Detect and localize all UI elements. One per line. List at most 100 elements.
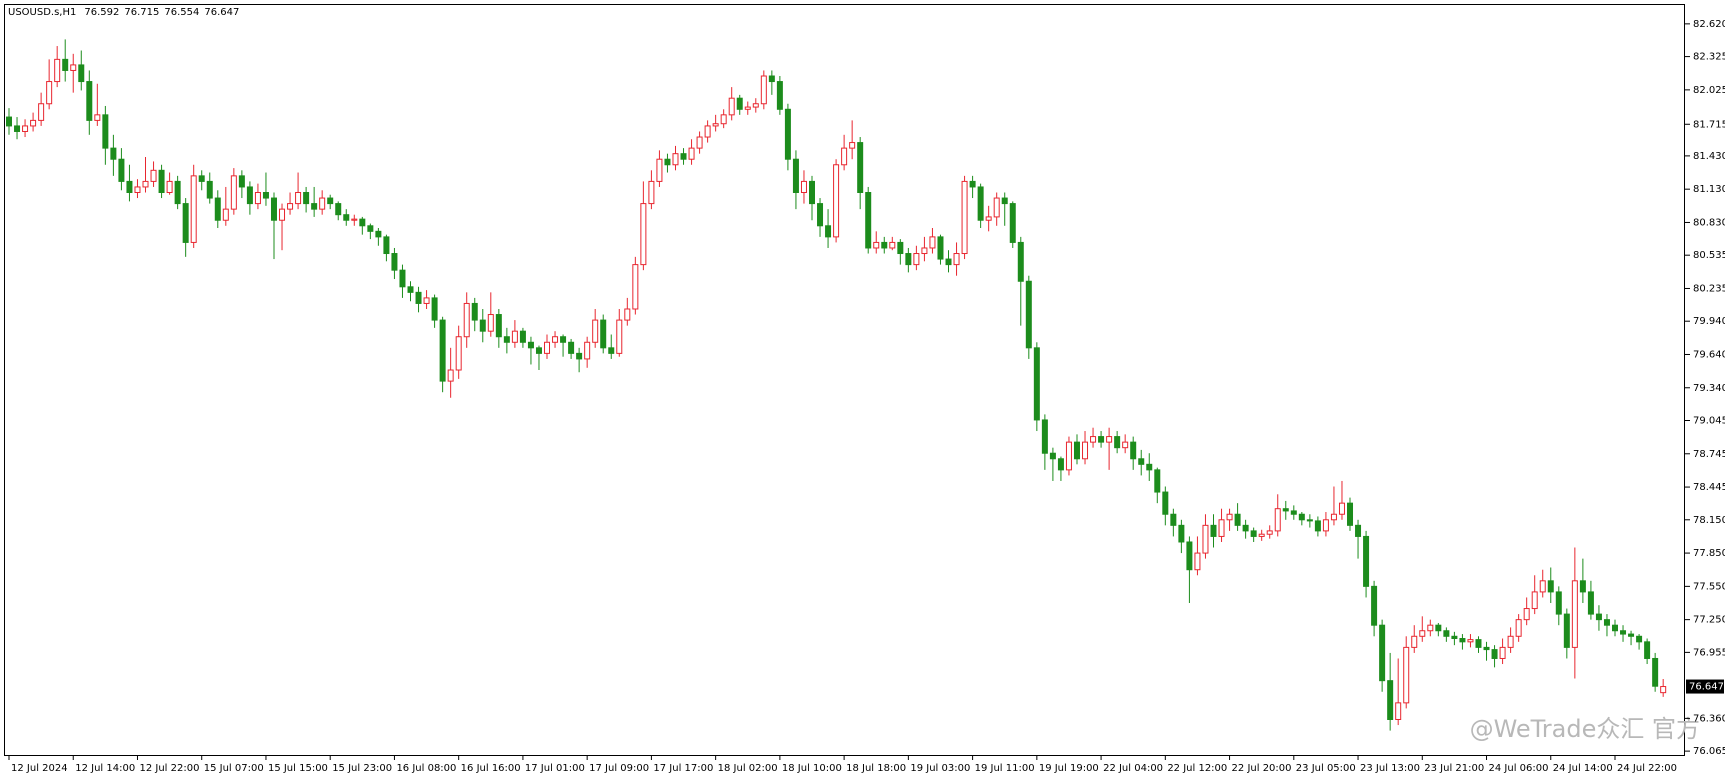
candle-body	[1250, 530, 1257, 537]
candle-body	[238, 175, 245, 188]
x-tick-label: 18 Jul 10:00	[782, 763, 842, 774]
candle-body	[1587, 591, 1594, 615]
candle-body	[311, 203, 318, 210]
candle-body	[656, 158, 663, 182]
candle-body	[1082, 441, 1089, 460]
header-ohlc: 76.592	[84, 7, 119, 18]
candle-body	[736, 97, 743, 110]
candle-body	[624, 308, 631, 321]
candle-body	[937, 236, 944, 260]
candle-body	[174, 180, 181, 205]
candle-body	[206, 180, 213, 199]
candle-body	[222, 208, 229, 221]
candle-body	[913, 253, 920, 266]
candle-body	[359, 218, 366, 227]
candle-body	[1355, 524, 1362, 537]
candle-body	[664, 158, 671, 166]
candle-body	[825, 225, 832, 238]
candle-body	[1379, 624, 1386, 682]
x-tick-label: 17 Jul 09:00	[589, 763, 649, 774]
candle-body	[110, 147, 117, 160]
candle-body	[776, 81, 783, 110]
candle-body	[1419, 630, 1426, 637]
candle-body	[1515, 619, 1522, 637]
x-tick-label: 19 Jul 19:00	[1039, 763, 1099, 774]
candle-body	[640, 203, 647, 266]
candle-body	[1563, 613, 1570, 648]
candle-body	[367, 225, 374, 232]
candle-body	[1636, 635, 1643, 643]
x-tick-label: 15 Jul 15:00	[268, 763, 328, 774]
candle-body	[1499, 646, 1506, 659]
candle-body	[1114, 436, 1121, 449]
candle-body	[576, 352, 583, 360]
candle-body	[1098, 436, 1105, 443]
candle-body	[1194, 552, 1201, 571]
y-tick-label: 76.360	[1693, 713, 1725, 724]
candle-body	[897, 241, 904, 255]
candle-body	[873, 241, 880, 249]
candle-body	[118, 158, 125, 182]
candle-body	[455, 336, 462, 371]
candle-body	[1242, 524, 1249, 532]
x-tick-label: 19 Jul 03:00	[910, 763, 970, 774]
candle-body	[246, 186, 253, 205]
y-tick-label: 79.640	[1693, 349, 1725, 360]
candle-body	[447, 369, 454, 382]
candle-body	[1178, 524, 1185, 543]
price-tag	[1686, 679, 1724, 694]
candle-body	[214, 197, 221, 221]
candle-body	[616, 319, 623, 354]
candle-body	[945, 258, 952, 266]
x-tick-label: 19 Jul 11:00	[975, 763, 1035, 774]
candle-body	[809, 180, 815, 205]
candle-body	[1122, 441, 1129, 449]
candle-body	[1475, 639, 1482, 648]
candle-body	[1644, 641, 1651, 659]
x-tick-label: 24 Jul 14:00	[1553, 763, 1613, 774]
candle-body	[1403, 646, 1410, 704]
candle-body	[198, 175, 205, 182]
candle-body	[126, 180, 133, 193]
candle-body	[375, 230, 382, 238]
candle-body	[86, 81, 93, 121]
candle-body	[1628, 633, 1635, 637]
candle-body	[1467, 639, 1474, 643]
candle-body	[849, 142, 856, 149]
candle-body	[1491, 649, 1498, 659]
watermark: @WeTrade众汇 官方	[1470, 715, 1700, 743]
candle-body	[1371, 585, 1378, 626]
x-tick-label: 24 Jul 22:00	[1617, 763, 1677, 774]
candle-body	[1049, 452, 1056, 460]
candle-body	[1298, 513, 1305, 521]
candle-body	[833, 164, 840, 238]
x-tick-label: 24 Jul 06:00	[1489, 763, 1549, 774]
x-tick-label: 18 Jul 18:00	[846, 763, 906, 774]
candle-body	[431, 297, 438, 321]
x-tick-label: 23 Jul 21:00	[1424, 763, 1484, 774]
candle-body	[94, 114, 101, 121]
x-tick-label: 17 Jul 17:00	[653, 763, 713, 774]
candle-body	[1483, 646, 1490, 651]
x-tick-label: 18 Jul 02:00	[718, 763, 778, 774]
candle-body	[1539, 580, 1546, 593]
candle-body	[1186, 541, 1193, 571]
candle-body	[865, 192, 872, 249]
candle-body	[78, 64, 85, 83]
candle-body	[351, 218, 358, 221]
candle-body	[270, 197, 277, 221]
header-ohlc: 76.554	[164, 7, 199, 18]
x-tick-label: 17 Jul 01:00	[525, 763, 585, 774]
x-tick-label: 23 Jul 05:00	[1296, 763, 1356, 774]
y-tick-label: 81.130	[1693, 184, 1725, 195]
candle-body	[905, 253, 912, 266]
candle-body	[527, 341, 534, 349]
candle-body	[1411, 635, 1418, 648]
candle-body	[46, 81, 53, 105]
candle-body	[150, 169, 157, 182]
price-tag-label: 76.647	[1689, 682, 1724, 693]
candle-body	[54, 58, 61, 83]
candle-body	[254, 192, 261, 205]
candle-body	[495, 314, 502, 338]
